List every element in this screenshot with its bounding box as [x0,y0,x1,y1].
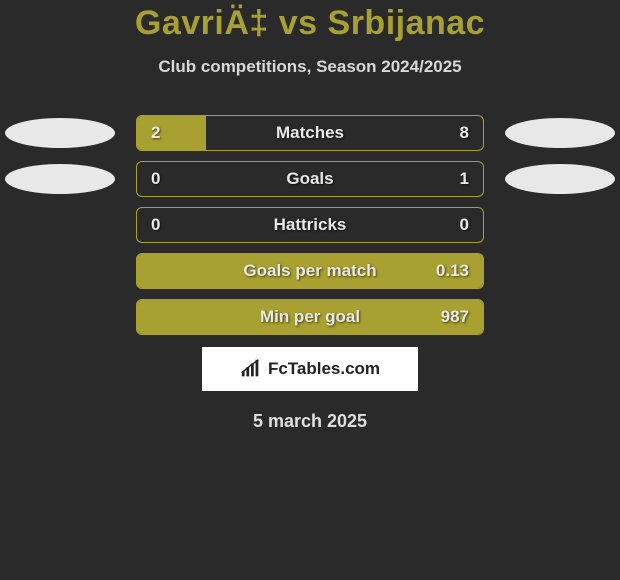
stat-right-value: 0 [460,215,469,235]
stat-row: 0 0 Hattricks [0,207,620,243]
stat-bar: 987 Min per goal [136,299,484,335]
stat-row: 0 1 Goals [0,161,620,197]
stat-row: 987 Min per goal [0,299,620,335]
stat-bar: 0.13 Goals per match [136,253,484,289]
logo-box[interactable]: FcTables.com [202,347,418,391]
stat-right-value: 987 [441,307,469,327]
bar-left-fill [137,116,206,150]
stat-label: Goals per match [243,261,376,281]
stat-row: 0.13 Goals per match [0,253,620,289]
right-ellipse [505,118,615,148]
subtitle: Club competitions, Season 2024/2025 [0,57,620,77]
root-container: GavriÄ‡ vs Srbijanac Club competitions, … [0,0,620,432]
stat-label: Min per goal [260,307,360,327]
stat-left-value: 0 [151,169,160,189]
stats-area: 2 8 Matches 0 1 Goals 0 0 Hattricks 0.13 Goals per… [0,115,620,335]
stat-bar: 0 0 Hattricks [136,207,484,243]
stat-right-value: 1 [460,169,469,189]
stat-row: 2 8 Matches [0,115,620,151]
stat-left-value: 2 [151,123,160,143]
right-ellipse [505,164,615,194]
stat-bar: 0 1 Goals [136,161,484,197]
left-ellipse [5,164,115,194]
stat-bar: 2 8 Matches [136,115,484,151]
date-line: 5 march 2025 [0,411,620,432]
stat-label: Matches [276,123,344,143]
left-ellipse [5,118,115,148]
stat-right-value: 8 [460,123,469,143]
logo-text: FcTables.com [268,359,380,379]
stat-left-value: 0 [151,215,160,235]
stat-label: Hattricks [274,215,347,235]
stat-right-value: 0.13 [436,261,469,281]
page-title: GavriÄ‡ vs Srbijanac [0,4,620,43]
stat-label: Goals [286,169,333,189]
bar-chart-icon [240,358,262,380]
